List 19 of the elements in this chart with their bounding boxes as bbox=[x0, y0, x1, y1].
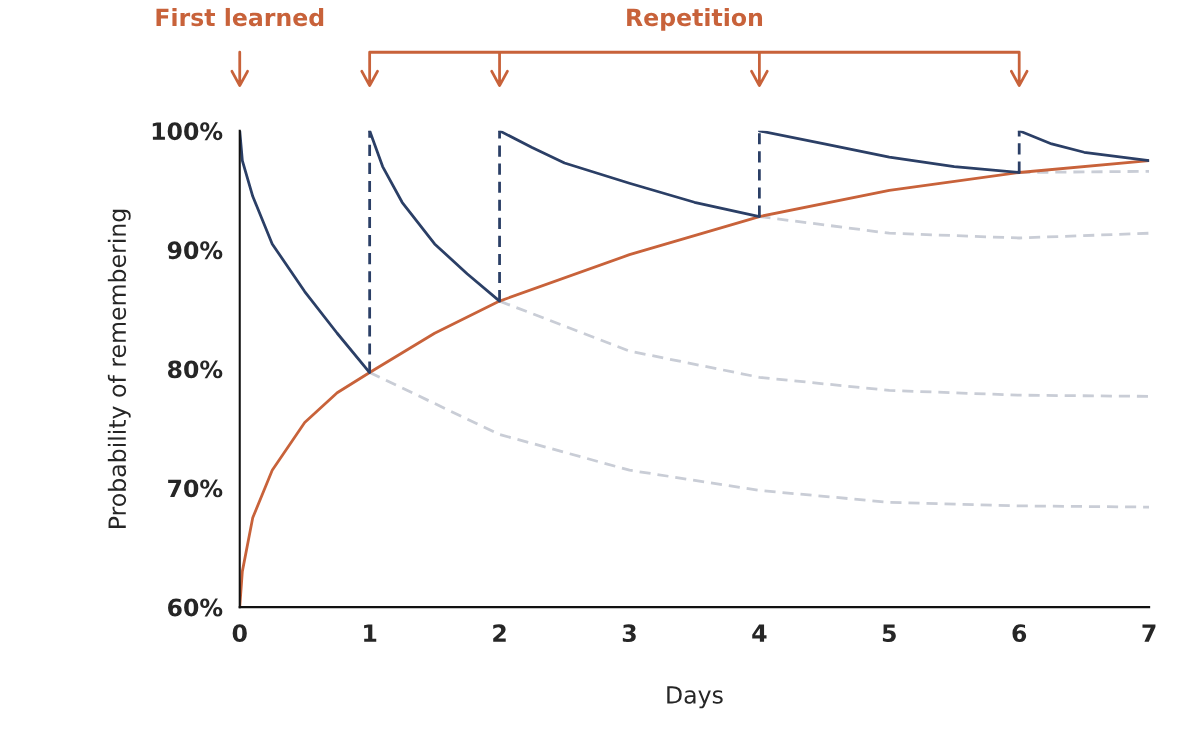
y-tick-label: 80% bbox=[168, 360, 223, 379]
x-tick-label: 3 bbox=[622, 624, 636, 643]
y-tick-label: 60% bbox=[168, 598, 223, 617]
y-axis-title: Probability of remembering bbox=[107, 209, 131, 528]
x-tick-label: 6 bbox=[1012, 624, 1027, 643]
y-tick-label: 70% bbox=[168, 479, 223, 498]
x-axis-title: Days bbox=[667, 686, 723, 709]
line-series bbox=[498, 299, 1150, 398]
y-tick-label: 100% bbox=[152, 122, 223, 141]
y-tick-label: 90% bbox=[167, 241, 223, 260]
text: Repetition bbox=[627, 7, 763, 31]
x-tick-label: 1 bbox=[364, 624, 377, 642]
x-tick-label: 0 bbox=[232, 624, 247, 643]
text: First learned bbox=[156, 7, 324, 27]
x-tick-label: 4 bbox=[752, 624, 767, 642]
x-tick-label: 5 bbox=[882, 624, 896, 643]
x-tick-label: 2 bbox=[493, 624, 506, 642]
line-series bbox=[368, 371, 1150, 509]
x-tick-label: 7 bbox=[1142, 624, 1156, 642]
